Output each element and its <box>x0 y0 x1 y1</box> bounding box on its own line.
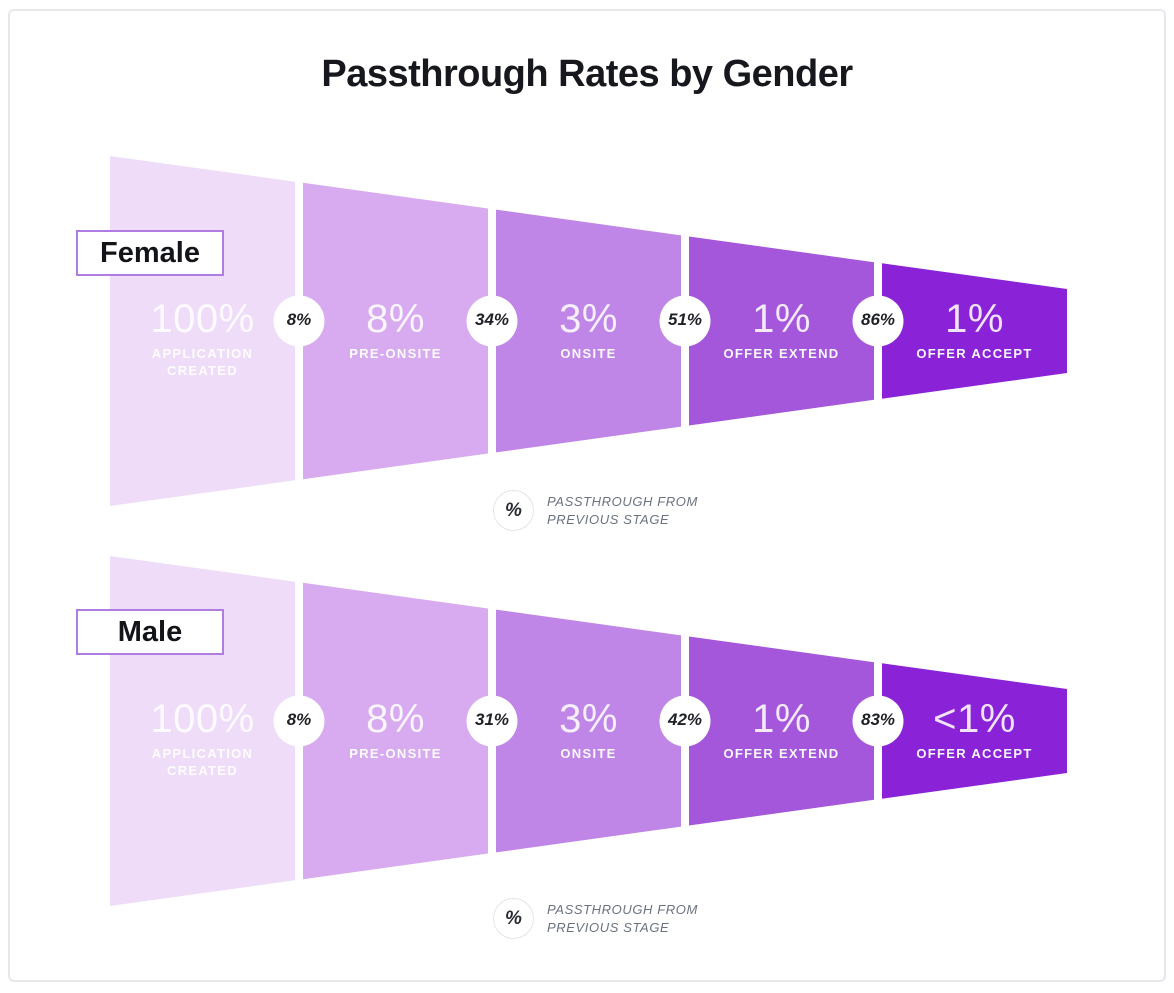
legend-caption: PASSTHROUGH FROM PREVIOUS STAGE <box>547 493 698 527</box>
funnel-segment-female-2 <box>303 182 488 480</box>
passthrough-badge-female-2 <box>466 295 518 347</box>
funnel-segment-female-1 <box>110 156 295 506</box>
percent-icon: % <box>493 490 534 531</box>
percent-symbol: % <box>505 907 522 929</box>
funnel-segment-male-3 <box>496 609 681 853</box>
funnel-segment-female-3 <box>496 209 681 453</box>
legend-female: % PASSTHROUGH FROM PREVIOUS STAGE <box>493 490 698 531</box>
passthrough-badge-male-2 <box>466 695 518 747</box>
series-label-female: Female <box>76 230 224 276</box>
passthrough-badge-male-3 <box>659 695 711 747</box>
legend-caption: PASSTHROUGH FROM PREVIOUS STAGE <box>547 901 698 935</box>
passthrough-badge-male-4 <box>852 695 904 747</box>
passthrough-badge-male-1 <box>273 695 325 747</box>
legend-line-1: PASSTHROUGH FROM <box>547 902 698 918</box>
funnel-segment-male-4 <box>689 636 874 826</box>
legend-line-1: PASSTHROUGH FROM <box>547 494 698 510</box>
passthrough-badge-female-3 <box>659 295 711 347</box>
chart-title: Passthrough Rates by Gender <box>321 53 853 95</box>
funnel-segment-male-2 <box>303 582 488 880</box>
passthrough-badge-female-1 <box>273 295 325 347</box>
passthrough-badge-female-4 <box>852 295 904 347</box>
series-label-male: Male <box>76 609 224 655</box>
funnel-segment-male-5 <box>882 663 1067 799</box>
funnel-segment-female-5 <box>882 263 1067 399</box>
percent-symbol: % <box>505 499 522 521</box>
legend-line-2: PREVIOUS STAGE <box>547 511 670 527</box>
legend-line-2: PREVIOUS STAGE <box>547 919 670 935</box>
funnel-segment-female-4 <box>689 236 874 426</box>
legend-male: % PASSTHROUGH FROM PREVIOUS STAGE <box>493 898 698 939</box>
percent-icon: % <box>493 898 534 939</box>
